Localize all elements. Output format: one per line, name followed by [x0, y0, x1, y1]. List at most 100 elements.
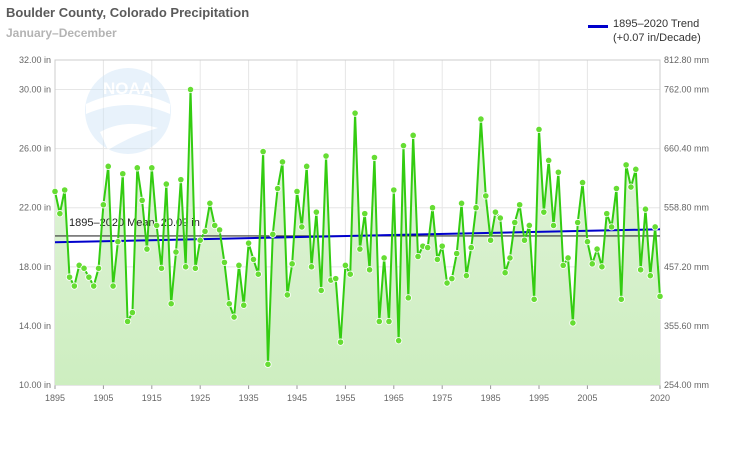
- data-point[interactable]: [525, 221, 533, 230]
- data-point[interactable]: [70, 282, 78, 290]
- data-point[interactable]: [535, 125, 543, 134]
- data-point[interactable]: [424, 244, 432, 252]
- data-point[interactable]: [303, 162, 311, 170]
- data-point[interactable]: [346, 270, 354, 278]
- data-point[interactable]: [651, 223, 659, 231]
- data-point[interactable]: [351, 109, 359, 117]
- data-point[interactable]: [395, 337, 403, 345]
- data-point[interactable]: [51, 187, 59, 196]
- data-point[interactable]: [516, 201, 524, 209]
- data-point[interactable]: [133, 164, 141, 172]
- data-point[interactable]: [336, 338, 345, 346]
- data-point[interactable]: [278, 158, 287, 166]
- data-point[interactable]: [182, 263, 190, 271]
- data-point[interactable]: [559, 261, 567, 269]
- data-point[interactable]: [467, 244, 475, 252]
- data-point[interactable]: [622, 161, 630, 169]
- data-point[interactable]: [428, 204, 437, 212]
- data-point[interactable]: [646, 272, 654, 280]
- data-point[interactable]: [491, 208, 500, 216]
- data-point[interactable]: [438, 242, 446, 250]
- data-point[interactable]: [119, 170, 127, 178]
- data-point[interactable]: [520, 236, 529, 244]
- data-point[interactable]: [433, 255, 441, 264]
- data-point[interactable]: [641, 205, 650, 213]
- data-point[interactable]: [399, 142, 408, 150]
- data-point[interactable]: [356, 245, 364, 253]
- data-point[interactable]: [370, 153, 379, 162]
- data-point[interactable]: [283, 291, 291, 299]
- data-point[interactable]: [172, 248, 180, 256]
- data-point[interactable]: [637, 266, 645, 274]
- data-point[interactable]: [99, 201, 108, 209]
- data-point[interactable]: [453, 249, 461, 258]
- data-point[interactable]: [104, 162, 112, 170]
- data-point[interactable]: [201, 227, 209, 235]
- data-point[interactable]: [496, 214, 504, 222]
- data-point[interactable]: [109, 282, 117, 290]
- data-point[interactable]: [167, 300, 175, 308]
- data-point[interactable]: [588, 260, 596, 268]
- data-point[interactable]: [61, 186, 69, 194]
- data-point[interactable]: [414, 252, 422, 261]
- data-point[interactable]: [506, 254, 514, 262]
- data-point[interactable]: [569, 319, 577, 327]
- data-point[interactable]: [288, 260, 296, 268]
- data-point[interactable]: [607, 223, 616, 231]
- data-point[interactable]: [332, 275, 340, 283]
- data-point[interactable]: [206, 199, 214, 207]
- data-point[interactable]: [322, 152, 330, 160]
- data-point[interactable]: [380, 254, 388, 262]
- data-point[interactable]: [472, 204, 480, 212]
- data-point[interactable]: [617, 295, 625, 303]
- data-point[interactable]: [545, 156, 553, 165]
- data-point[interactable]: [448, 275, 456, 283]
- data-point[interactable]: [196, 236, 204, 244]
- data-point[interactable]: [312, 208, 320, 216]
- data-point[interactable]: [298, 223, 306, 231]
- data-point[interactable]: [404, 294, 412, 302]
- data-point[interactable]: [186, 85, 195, 94]
- data-point[interactable]: [564, 254, 572, 262]
- data-point[interactable]: [540, 208, 548, 216]
- data-point[interactable]: [627, 183, 635, 191]
- data-point[interactable]: [65, 273, 74, 281]
- data-point[interactable]: [269, 230, 277, 238]
- data-point[interactable]: [230, 313, 238, 321]
- data-point[interactable]: [530, 295, 538, 303]
- data-point[interactable]: [390, 186, 398, 194]
- data-point[interactable]: [375, 317, 383, 326]
- data-point[interactable]: [211, 221, 219, 230]
- data-point[interactable]: [124, 317, 132, 326]
- data-point[interactable]: [90, 282, 98, 290]
- data-point[interactable]: [80, 264, 88, 272]
- data-point[interactable]: [220, 258, 228, 266]
- data-point[interactable]: [482, 192, 490, 200]
- data-point[interactable]: [177, 176, 185, 184]
- data-point[interactable]: [114, 238, 122, 246]
- data-point[interactable]: [191, 264, 199, 272]
- data-point[interactable]: [549, 221, 558, 230]
- data-point[interactable]: [341, 261, 349, 269]
- data-point[interactable]: [361, 210, 369, 218]
- data-point[interactable]: [598, 263, 606, 271]
- data-point[interactable]: [259, 147, 267, 156]
- data-point[interactable]: [612, 184, 621, 193]
- data-point[interactable]: [365, 266, 374, 274]
- data-point[interactable]: [240, 301, 248, 309]
- data-point[interactable]: [128, 309, 137, 317]
- data-point[interactable]: [94, 264, 103, 272]
- data-point[interactable]: [317, 286, 325, 295]
- data-point[interactable]: [501, 269, 509, 277]
- data-point[interactable]: [245, 239, 253, 247]
- data-point[interactable]: [85, 273, 93, 281]
- data-point[interactable]: [409, 131, 417, 139]
- data-point[interactable]: [656, 292, 664, 300]
- data-point[interactable]: [143, 245, 151, 253]
- data-point[interactable]: [443, 279, 451, 287]
- data-point[interactable]: [215, 226, 224, 234]
- data-point[interactable]: [293, 187, 301, 196]
- data-point[interactable]: [225, 300, 233, 308]
- data-point[interactable]: [307, 263, 316, 271]
- data-point[interactable]: [583, 238, 592, 246]
